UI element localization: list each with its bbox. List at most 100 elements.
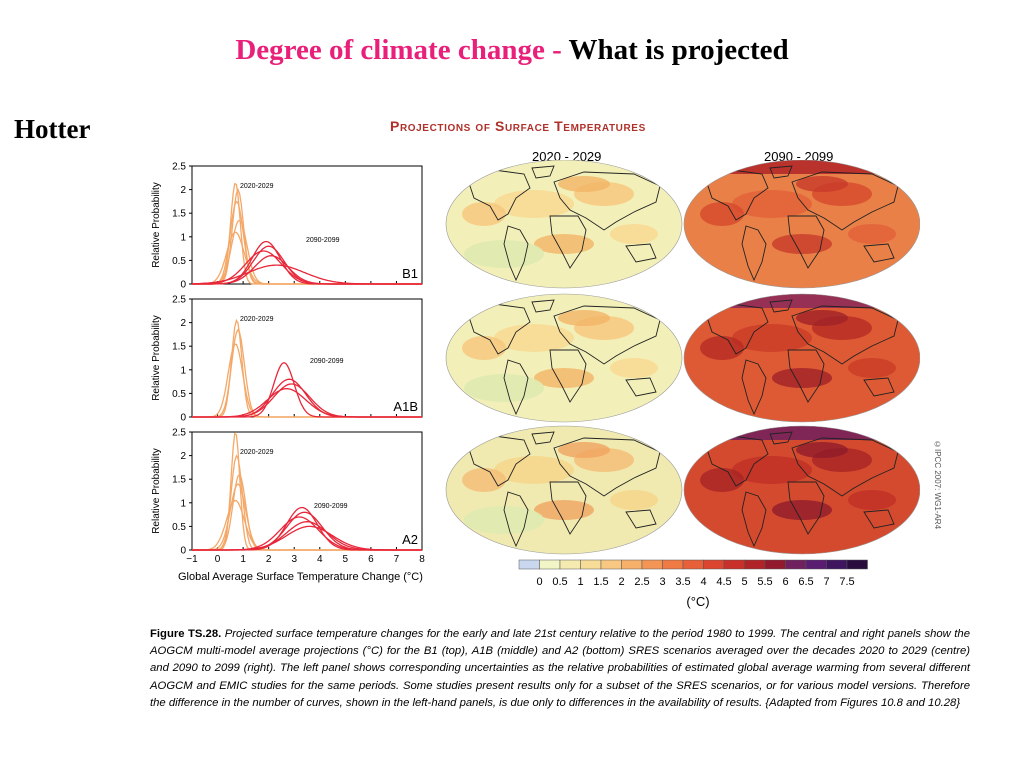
figure-heading: Projections of Surface Temperatures xyxy=(390,118,646,134)
map-border xyxy=(445,160,683,289)
colorbar-swatch xyxy=(723,559,745,570)
colorbar-swatch xyxy=(826,559,848,570)
continent-outline xyxy=(769,165,793,179)
colorbar-swatch xyxy=(682,559,704,570)
map-temperature-region xyxy=(848,358,896,378)
map-temperature-region xyxy=(610,490,658,510)
y-tick-label: 1.5 xyxy=(172,475,186,486)
temperature-map xyxy=(445,293,683,423)
continent-outline xyxy=(741,491,767,548)
caption-label: Figure TS.28. xyxy=(150,628,222,640)
map-temperature-region xyxy=(772,368,832,388)
y-axis-label: Relative Probability xyxy=(151,315,162,401)
map-temperature-region xyxy=(494,324,574,352)
map-temperature-region xyxy=(796,310,848,326)
continent-outline xyxy=(503,359,529,416)
x-axis-label: Global Average Surface Temperature Chang… xyxy=(178,571,423,583)
colorbar-swatch xyxy=(518,559,540,570)
colorbar-swatch xyxy=(621,559,643,570)
early-curve xyxy=(192,499,422,551)
map-temperature-region xyxy=(558,310,610,326)
map-temperature-region xyxy=(494,190,574,218)
late-period-label: 2090-2099 xyxy=(310,358,344,365)
y-tick-label: 0 xyxy=(180,280,186,291)
temperature-map xyxy=(683,160,920,289)
y-tick-label: 1 xyxy=(180,232,186,243)
continent-outline xyxy=(503,491,529,548)
y-tick-label: 2.5 xyxy=(172,162,186,173)
y-tick-label: 2.5 xyxy=(172,295,186,306)
probability-charts: 0 0.5 1 1.5 2 2.5 Relative Probability 2020-202… xyxy=(151,162,425,584)
colorbar-tick-label: 5 xyxy=(741,576,747,588)
map-temperature-region xyxy=(848,490,896,510)
probability-panel-b1: 0 0.5 1 1.5 2 2.5 Relative Probability 2020-202… xyxy=(151,162,423,291)
map-border xyxy=(445,425,683,555)
colorbar-tick-label: 0 xyxy=(536,576,542,588)
x-tick-label: 8 xyxy=(419,554,425,565)
colorbar-tick-label: 3.5 xyxy=(675,576,690,588)
continent-outline xyxy=(467,169,531,221)
map-temperature-region xyxy=(462,336,506,360)
x-tick-label: 7 xyxy=(394,554,400,565)
late-curve xyxy=(192,264,422,285)
continent-outline xyxy=(467,435,531,487)
temperature-map xyxy=(683,293,920,423)
y-tick-label: 2 xyxy=(180,185,186,196)
map-temperature-region xyxy=(732,324,812,352)
continent-outline xyxy=(787,481,825,535)
map-temperature-region xyxy=(796,442,848,458)
colorbar-swatch xyxy=(641,559,663,570)
continent-outline xyxy=(791,171,899,231)
map-fill xyxy=(446,426,682,554)
temperature-maps xyxy=(445,160,920,555)
figure-caption: Figure TS.28. Projected surface temperat… xyxy=(150,626,970,712)
scenario-label: A2 xyxy=(402,532,418,547)
continent-outline xyxy=(549,481,587,535)
x-tick-label: −1 xyxy=(186,554,198,565)
colorbar-unit: (°C) xyxy=(686,594,709,609)
continent-outline xyxy=(625,377,657,397)
continent-outline xyxy=(553,305,661,365)
colorbar-tick-label: 1 xyxy=(577,576,583,588)
map-fill xyxy=(446,160,682,288)
map-temperature-region xyxy=(534,368,594,388)
x-tick-label: 4 xyxy=(317,554,323,565)
colorbar-tick-label: 1.5 xyxy=(593,576,608,588)
map-fill xyxy=(684,426,920,554)
colorbar-tick-label: 4.5 xyxy=(716,576,731,588)
late-curve xyxy=(192,361,422,418)
colorbar-swatch xyxy=(662,559,684,570)
map-temperature-region xyxy=(610,358,658,378)
map-fill xyxy=(684,294,920,422)
colorbar-tick-label: 2 xyxy=(618,576,624,588)
slide-title-part1: Degree of climate change - xyxy=(235,34,562,66)
colorbar-swatch xyxy=(539,559,561,570)
continent-outline xyxy=(531,431,555,445)
map-temperature-region xyxy=(462,468,506,492)
probability-panel-a1b: 0 0.5 1 1.5 2 2.5 Relative Probability 2020-202… xyxy=(151,295,423,424)
colorbar-tick-label: 7.5 xyxy=(839,576,854,588)
y-tick-label: 0 xyxy=(180,413,186,424)
y-tick-label: 0 xyxy=(180,546,186,557)
early-period-label: 2020-2029 xyxy=(240,449,274,456)
y-tick-label: 1 xyxy=(180,365,186,376)
temperature-map xyxy=(683,425,920,555)
x-tick-label: 6 xyxy=(368,554,374,565)
continent-outline xyxy=(549,215,587,269)
x-tick-label: 5 xyxy=(343,554,349,565)
caption-text: Projected surface temperature changes fo… xyxy=(150,628,970,709)
continent-outline xyxy=(791,305,899,365)
colorbar-tick-label: 0.5 xyxy=(552,576,567,588)
temperature-map xyxy=(445,425,683,555)
map-temperature-region xyxy=(610,224,658,244)
continent-outline xyxy=(625,509,657,529)
y-tick-label: 0.5 xyxy=(172,389,186,400)
map-temperature-region xyxy=(462,202,506,226)
colorbar-tick-label: 3 xyxy=(659,576,665,588)
late-period-label: 2090-2099 xyxy=(306,237,340,244)
colorbar-tick-label: 6.5 xyxy=(798,576,813,588)
map-border xyxy=(445,293,683,423)
map-border xyxy=(683,160,920,289)
map-temperature-region xyxy=(848,224,896,244)
map-temperature-region xyxy=(772,234,832,254)
